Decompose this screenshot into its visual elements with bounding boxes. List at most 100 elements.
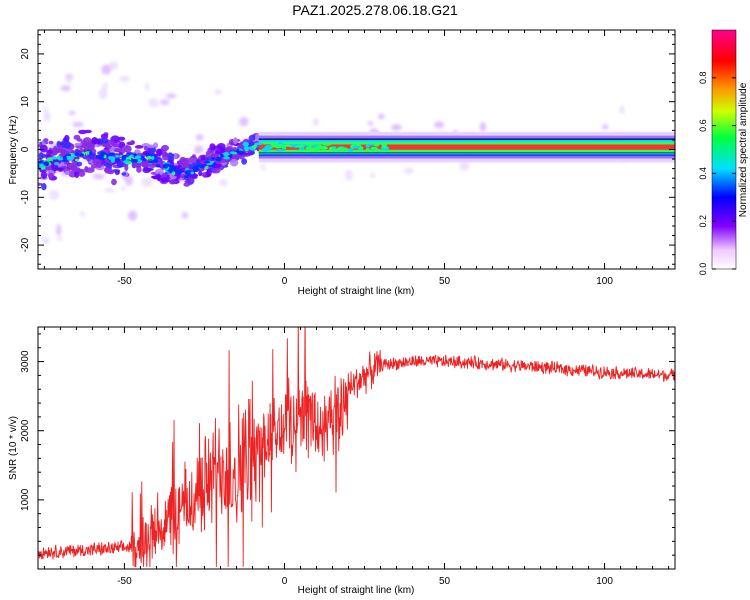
snr-series (38, 327, 675, 567)
noise-blob (56, 236, 63, 241)
noise-blob (108, 61, 119, 70)
cluster-blob (198, 170, 203, 177)
ridge-core-blob (171, 171, 176, 176)
cluster-blob (134, 145, 144, 149)
snr-xtick-label: 0 (282, 576, 288, 587)
cluster-blob (129, 141, 134, 145)
snr-frame (37, 326, 676, 570)
spectrogram-xtick-label: 50 (439, 276, 451, 287)
cluster-blob (189, 178, 195, 184)
ridge-core-blob (148, 160, 155, 164)
snr-xtick-label: 100 (596, 576, 613, 587)
ridge-core-blob (47, 157, 53, 161)
spectrogram-heatmap (38, 61, 675, 245)
noise-blob (377, 113, 385, 120)
noise-blob (370, 172, 376, 179)
cluster-blob (74, 142, 82, 146)
ridge-core-blob (190, 171, 195, 175)
ridge-core-blob (204, 160, 211, 164)
noise-blob (66, 75, 72, 84)
snr-ytick-label: 2000 (20, 419, 31, 442)
noise-blob (619, 105, 625, 115)
ridge-core-blob (242, 141, 249, 147)
cluster-blob (188, 173, 199, 178)
ridge-core-blob (68, 156, 73, 161)
ridge-core-blob (243, 145, 250, 150)
cluster-blob (39, 144, 48, 153)
cluster-blob (48, 140, 54, 145)
cluster-blob (179, 156, 187, 164)
cluster-blob (41, 183, 47, 191)
noise-blob (43, 105, 49, 115)
noise-blob (459, 161, 470, 171)
ridge-core-blob (110, 158, 115, 163)
colorbar-tick-label: 0.2 (698, 215, 708, 228)
noise-blob (218, 179, 228, 187)
spectrogram-xtick-label: -50 (117, 276, 132, 287)
cluster-blob (248, 134, 256, 142)
cluster-blob (40, 171, 48, 179)
cluster-blob (78, 169, 86, 177)
cluster-blob (52, 145, 58, 154)
cluster-blob (91, 136, 98, 145)
noise-blob (60, 85, 72, 92)
ridge-core-blob (100, 153, 105, 158)
colorbar-ticks: 0.0 0.2 0.4 0.6 0.8 (698, 72, 736, 276)
ridge-core-blob (151, 156, 155, 160)
ridge-core-blob (198, 164, 205, 168)
cluster-blob (102, 143, 112, 148)
band-patch (298, 147, 305, 151)
cluster-blob (209, 143, 216, 151)
ridge-core-blob (62, 155, 67, 160)
cluster-blob (206, 168, 212, 177)
ridge-core-blob (74, 152, 80, 156)
ridge-core-blob (186, 172, 190, 176)
snr-y-axis-label: SNR (10 * v/v) (8, 416, 19, 480)
band-patch (254, 142, 264, 146)
ridge-core-blob (53, 162, 60, 166)
band-patch (374, 142, 380, 147)
snr-ticks: -50 0 50 100 1000 2000 3000 (20, 327, 675, 587)
noise-blob (194, 145, 204, 154)
ridge-core-blob (192, 168, 199, 173)
cluster-blob (111, 178, 117, 186)
snr-xtick-label: 50 (439, 576, 451, 587)
cluster-blob (123, 145, 132, 153)
ridge-core-blob (121, 156, 126, 161)
ridge-core-blob (153, 158, 159, 163)
cluster-blob (51, 163, 59, 172)
cluster-blob (113, 148, 122, 153)
band-patch (333, 148, 339, 153)
ridge-core-blob (89, 151, 93, 156)
ridge-core-blob (142, 157, 146, 162)
cluster-blob (150, 175, 160, 179)
ridge-core-blob (108, 152, 116, 156)
noise-blob (121, 185, 126, 191)
noise-blob (403, 167, 414, 174)
colorbar-tick-label: 0.4 (698, 167, 708, 180)
band-layer (258, 144, 675, 150)
ridge-core-blob (146, 155, 153, 160)
noise-blob (239, 116, 249, 127)
noise-blob (214, 89, 223, 95)
colorbar: 0.0 0.2 0.4 0.6 0.8 Normalized spectral ampl… (698, 29, 749, 276)
noise-blob (125, 175, 133, 186)
cluster-blob (86, 157, 92, 162)
band-patch (370, 146, 378, 151)
band-patch (281, 146, 287, 150)
cluster-blob (229, 158, 239, 167)
cluster-blob (136, 166, 142, 173)
cluster-blob (168, 179, 177, 185)
cluster-blob (147, 146, 157, 154)
ridge-core-blob (95, 155, 100, 159)
cluster-blob (100, 133, 109, 139)
noise-blob (260, 163, 266, 171)
cluster-blob (92, 158, 102, 166)
colorbar-tick-label: 0.0 (698, 263, 708, 276)
cluster-blob (64, 170, 70, 175)
spectrogram-panel: -50 0 50 100 -20 -10 0 10 20 Height of straight … (8, 29, 676, 297)
band-patch (375, 148, 382, 153)
ridge-core-blob (66, 153, 71, 157)
band-patch (321, 142, 332, 146)
ridge-core-blob (115, 158, 121, 162)
